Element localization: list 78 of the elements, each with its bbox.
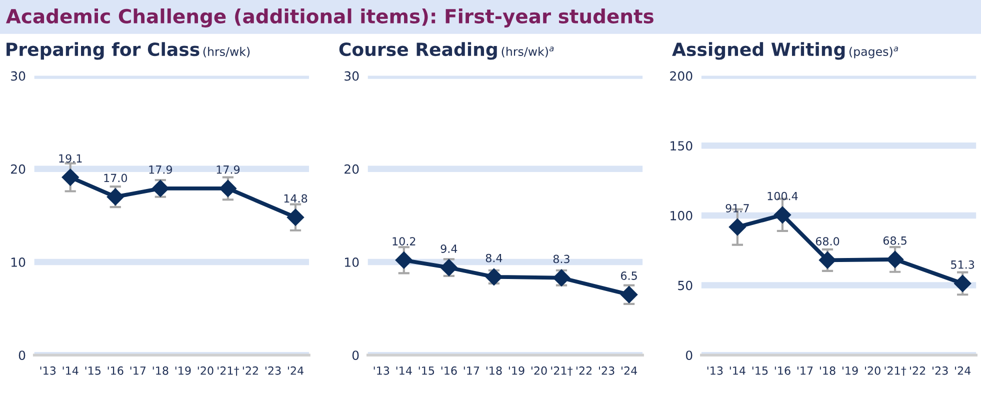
- point: [395, 252, 412, 269]
- y-tick-label: 0: [686, 350, 692, 360]
- y-tick-label: 0: [18, 350, 26, 360]
- y-tick-label: 100: [670, 210, 692, 220]
- x-tick-label: '22: [576, 366, 592, 375]
- x-tick-label: '24: [288, 366, 304, 375]
- y-tick-label: 30: [11, 71, 26, 81]
- x-tick-label: '19: [175, 366, 191, 375]
- text: 17.9: [216, 165, 240, 174]
- text: 17.0: [104, 174, 128, 182]
- y-tick-label: 50: [678, 280, 692, 290]
- point: [954, 274, 972, 292]
- x-tick-label: '18: [820, 366, 836, 375]
- text: 10.2: [392, 237, 416, 246]
- text: 19.1: [59, 154, 82, 163]
- point: [774, 206, 792, 224]
- chart-title: Assigned Writing (pages)$^{a}$: [672, 42, 898, 60]
- y-tick-label: 10: [11, 257, 26, 267]
- x-tick-label: '20: [865, 366, 880, 375]
- x-tick-label: '16: [441, 366, 457, 375]
- x-tick-label: '13: [707, 366, 723, 375]
- x-tick-label: '16: [108, 366, 124, 375]
- x-tick-label: '15: [418, 366, 434, 375]
- y-tick-label: 0: [352, 350, 359, 360]
- y-tick-label: 30: [344, 71, 359, 81]
- x-tick-label: '19: [508, 366, 524, 375]
- point: [818, 252, 836, 269]
- x-tick-label: '15: [85, 366, 100, 375]
- x-tick-label: '23: [265, 366, 281, 375]
- text: Academic Challenge (additional items): First-year students: [6, 8, 654, 28]
- x-tick-label: '21†: [218, 366, 240, 376]
- x-tick-label: '15: [752, 366, 768, 375]
- point: [886, 250, 904, 268]
- x-tick-label: '20: [531, 366, 547, 375]
- x-tick-label: '20: [198, 366, 214, 375]
- x-tick-label: '22: [910, 366, 926, 375]
- y-tick-label: 20: [11, 164, 26, 174]
- chart-title: Preparing for Class (hrs/wk): [6, 42, 250, 60]
- point: [62, 168, 79, 186]
- x-tick-label: '18: [486, 366, 502, 375]
- x-tick-label: '18: [152, 366, 168, 375]
- text: 8.4: [486, 254, 502, 262]
- x-tick-label: '14: [396, 366, 412, 375]
- x-tick-label: '23: [599, 366, 614, 375]
- x-tick-label: '14: [62, 366, 78, 375]
- point: [106, 188, 124, 206]
- x-tick-label: '22: [242, 366, 258, 375]
- y-tick-label: 20: [344, 164, 359, 174]
- text: 9.4: [440, 244, 458, 253]
- x-tick-label: '16: [774, 366, 790, 375]
- x-tick-label: '14: [730, 366, 746, 375]
- point: [728, 218, 746, 236]
- text: 17.9: [149, 165, 172, 174]
- x-tick-label: '17: [797, 366, 813, 375]
- x-tick-label: '19: [842, 366, 858, 375]
- text: 68.5: [883, 236, 906, 245]
- point: [286, 208, 304, 226]
- chart-title: Course Reading (hrs/wk)$^{a}$: [339, 42, 554, 60]
- x-tick-label: '13: [374, 366, 390, 375]
- text: 68.0: [816, 237, 840, 246]
- x-tick-label: '24: [955, 366, 971, 375]
- x-tick-label: '17: [130, 366, 146, 375]
- x-tick-label: '23: [932, 366, 948, 375]
- text: 100.4: [768, 192, 798, 200]
- y-tick-label: 10: [345, 257, 359, 267]
- text: 8.3: [553, 254, 570, 264]
- x-tick-label: '21†: [884, 366, 906, 376]
- text: 14.8: [284, 194, 308, 203]
- x-tick-label: '24: [622, 366, 638, 375]
- x-tick-label: '13: [40, 366, 56, 375]
- y-tick-label: 200: [670, 71, 692, 81]
- y-tick-label: 150: [670, 141, 692, 151]
- text: 51.3: [951, 260, 974, 269]
- point: [219, 180, 237, 198]
- x-tick-label: '17: [464, 366, 480, 375]
- text: 91.7: [726, 204, 749, 212]
- text: 6.5: [620, 272, 637, 280]
- x-tick-label: '21†: [551, 366, 573, 376]
